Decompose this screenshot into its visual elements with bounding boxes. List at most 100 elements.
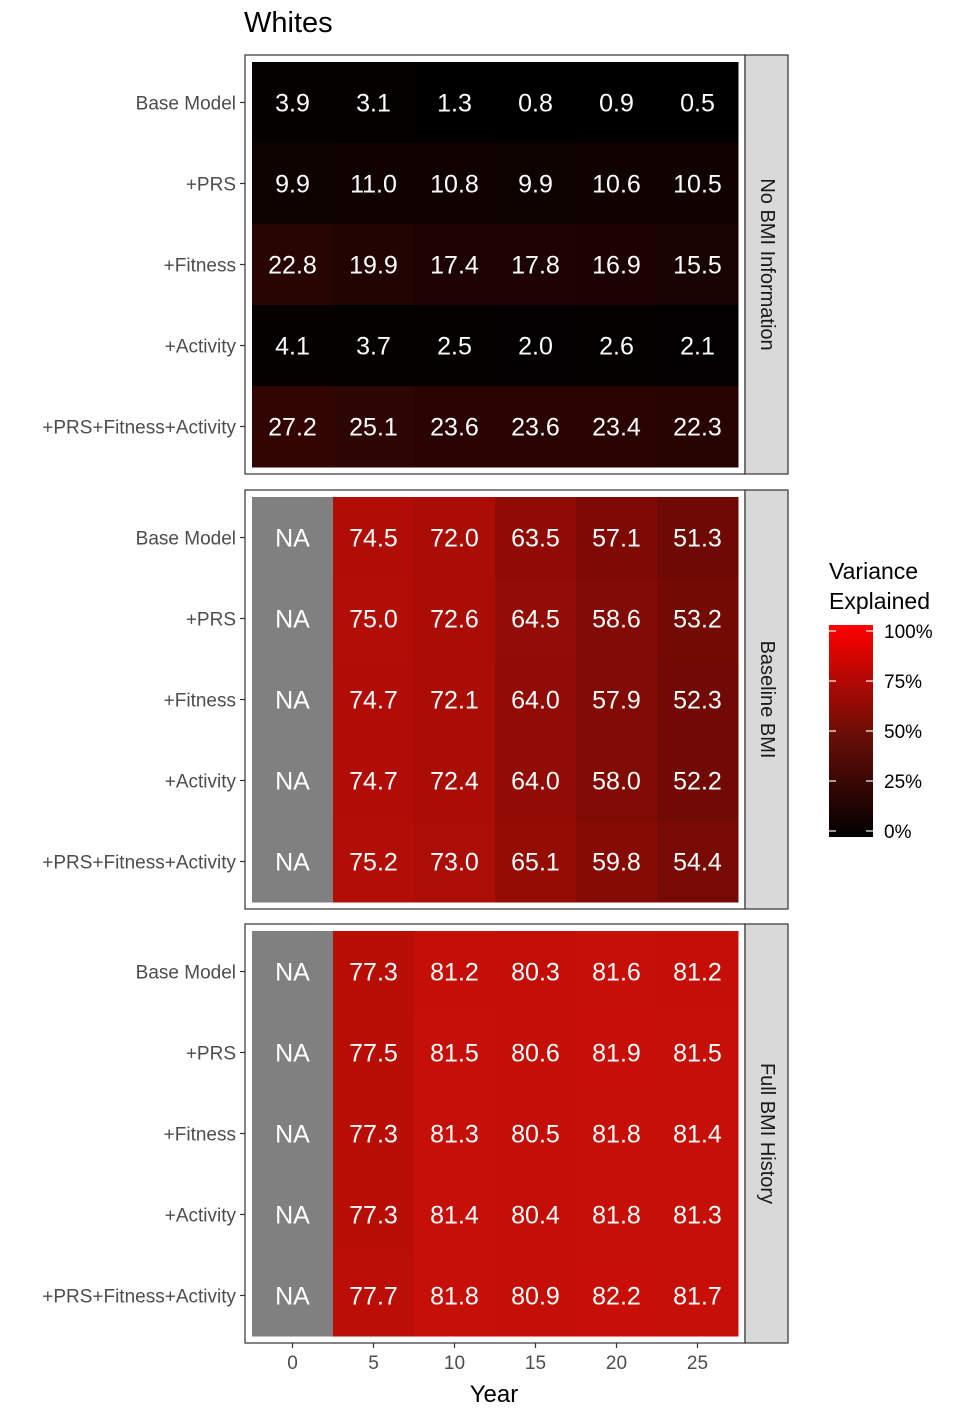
cell-label: 81.4	[673, 1121, 722, 1149]
cell-label: 3.1	[356, 90, 391, 118]
cell-label: 17.8	[511, 252, 560, 280]
cell-label: 82.2	[592, 1283, 641, 1311]
heatmap-cell	[414, 659, 496, 741]
heatmap-cell	[576, 740, 658, 822]
cell-label: 81.3	[430, 1121, 479, 1149]
cell-label: 10.8	[430, 171, 479, 199]
cell-label: NA	[275, 768, 310, 796]
heatmap-cell	[414, 224, 496, 306]
cell-label: 81.6	[592, 959, 641, 987]
cell-label: 81.5	[430, 1040, 479, 1068]
row-label: +Fitness	[164, 1125, 236, 1146]
cell-label: 72.6	[430, 606, 479, 634]
heatmap-cell	[414, 1174, 496, 1256]
cell-label: 72.4	[430, 768, 479, 796]
cell-label: 81.9	[592, 1040, 641, 1068]
cell-label: 23.4	[592, 414, 641, 442]
heatmap-cell	[252, 1174, 334, 1256]
heatmap-cell	[495, 578, 577, 660]
facet-strip-label: Full BMI History	[756, 1063, 778, 1204]
heatmap-cell	[333, 740, 415, 822]
cell-label: 75.2	[349, 849, 398, 877]
cell-label: 81.2	[673, 959, 722, 987]
cell-label: 53.2	[673, 606, 722, 634]
cell-label: 9.9	[275, 171, 310, 199]
facet-strip	[744, 923, 789, 1344]
heatmap-cell	[333, 1093, 415, 1175]
x-axis: 0 5 10 15 20 25	[287, 1343, 708, 1374]
facet-strip	[744, 54, 789, 475]
heatmap-cell	[252, 62, 334, 144]
heatmap-cell	[333, 305, 415, 387]
cell-label: NA	[275, 1283, 310, 1311]
heatmap-cell	[252, 740, 334, 822]
cell-label: 0.8	[518, 90, 553, 118]
heatmap-cell	[657, 224, 739, 306]
heatmap-cell	[252, 497, 334, 579]
cell-label: 74.5	[349, 525, 398, 553]
heatmap-cell	[333, 821, 415, 903]
heatmap-cell	[657, 305, 739, 387]
heatmap-cell	[333, 1255, 415, 1337]
cell-label: 58.6	[592, 606, 641, 634]
heatmap-cell	[495, 305, 577, 387]
heatmap-cell	[333, 1012, 415, 1094]
cell-label: 77.3	[349, 1121, 398, 1149]
heatmap-cell	[414, 931, 496, 1013]
row-label: +Activity	[165, 337, 237, 358]
heatmap-cell	[252, 1093, 334, 1175]
row-label: +PRS+Fitness+Activity	[42, 853, 236, 874]
heatmap-cell	[657, 1255, 739, 1337]
panel: NA 74.5 72.0 63.5 57.1 51.3 NA 75.0 72.6 64.5 58.6…	[42, 489, 789, 910]
cell-label: 81.2	[430, 959, 479, 987]
cell-label: 77.7	[349, 1283, 398, 1311]
x-axis-title: Year	[470, 1381, 519, 1408]
heatmap-cell	[252, 578, 334, 660]
heatmap-cell	[333, 224, 415, 306]
heatmap-cell	[576, 224, 658, 306]
cell-label: 77.3	[349, 1202, 398, 1230]
cell-label: 58.0	[592, 768, 641, 796]
cell-label: 81.4	[430, 1202, 479, 1230]
heatmap-cell	[414, 1093, 496, 1175]
heatmap-cell	[252, 1012, 334, 1094]
cell-label: NA	[275, 525, 310, 553]
cell-label: 80.9	[511, 1283, 560, 1311]
legend-label: 25%	[884, 772, 922, 793]
heatmap-cell	[657, 578, 739, 660]
cell-label: 3.9	[275, 90, 310, 118]
heatmap-cell	[657, 386, 739, 468]
cell-label: 59.8	[592, 849, 641, 877]
heatmap-cell	[576, 1093, 658, 1175]
cell-label: 72.0	[430, 525, 479, 553]
heatmap-cell	[495, 821, 577, 903]
heatmap-cell	[576, 1174, 658, 1256]
cell-label: NA	[275, 606, 310, 634]
legend-title-line-1: Variance	[829, 558, 918, 584]
cell-label: NA	[275, 1202, 310, 1230]
heatmap-cell	[657, 1093, 739, 1175]
cell-label: 15.5	[673, 252, 722, 280]
heatmap-cell	[495, 659, 577, 741]
cell-label: 64.0	[511, 768, 560, 796]
heatmap-cell	[414, 497, 496, 579]
heatmap-cell	[576, 931, 658, 1013]
heatmap-cell	[657, 497, 739, 579]
heatmap-cell	[252, 931, 334, 1013]
x-tick-label: 25	[687, 1353, 708, 1374]
x-tick-label: 20	[606, 1353, 627, 1374]
cell-label: 54.4	[673, 849, 722, 877]
cell-label: 10.6	[592, 171, 641, 199]
row-label: +Fitness	[164, 256, 236, 277]
x-tick-label: 10	[444, 1353, 465, 1374]
heatmap-cell	[657, 659, 739, 741]
cell-label: NA	[275, 687, 310, 715]
heatmap-cell	[576, 578, 658, 660]
cell-label: 27.2	[268, 414, 317, 442]
cell-label: NA	[275, 1121, 310, 1149]
row-label: +Fitness	[164, 691, 236, 712]
heatmap-cell	[414, 62, 496, 144]
facet-strip-label: No BMI Information	[756, 178, 778, 350]
heatmap-cell	[333, 659, 415, 741]
cell-label: 2.0	[518, 333, 553, 361]
